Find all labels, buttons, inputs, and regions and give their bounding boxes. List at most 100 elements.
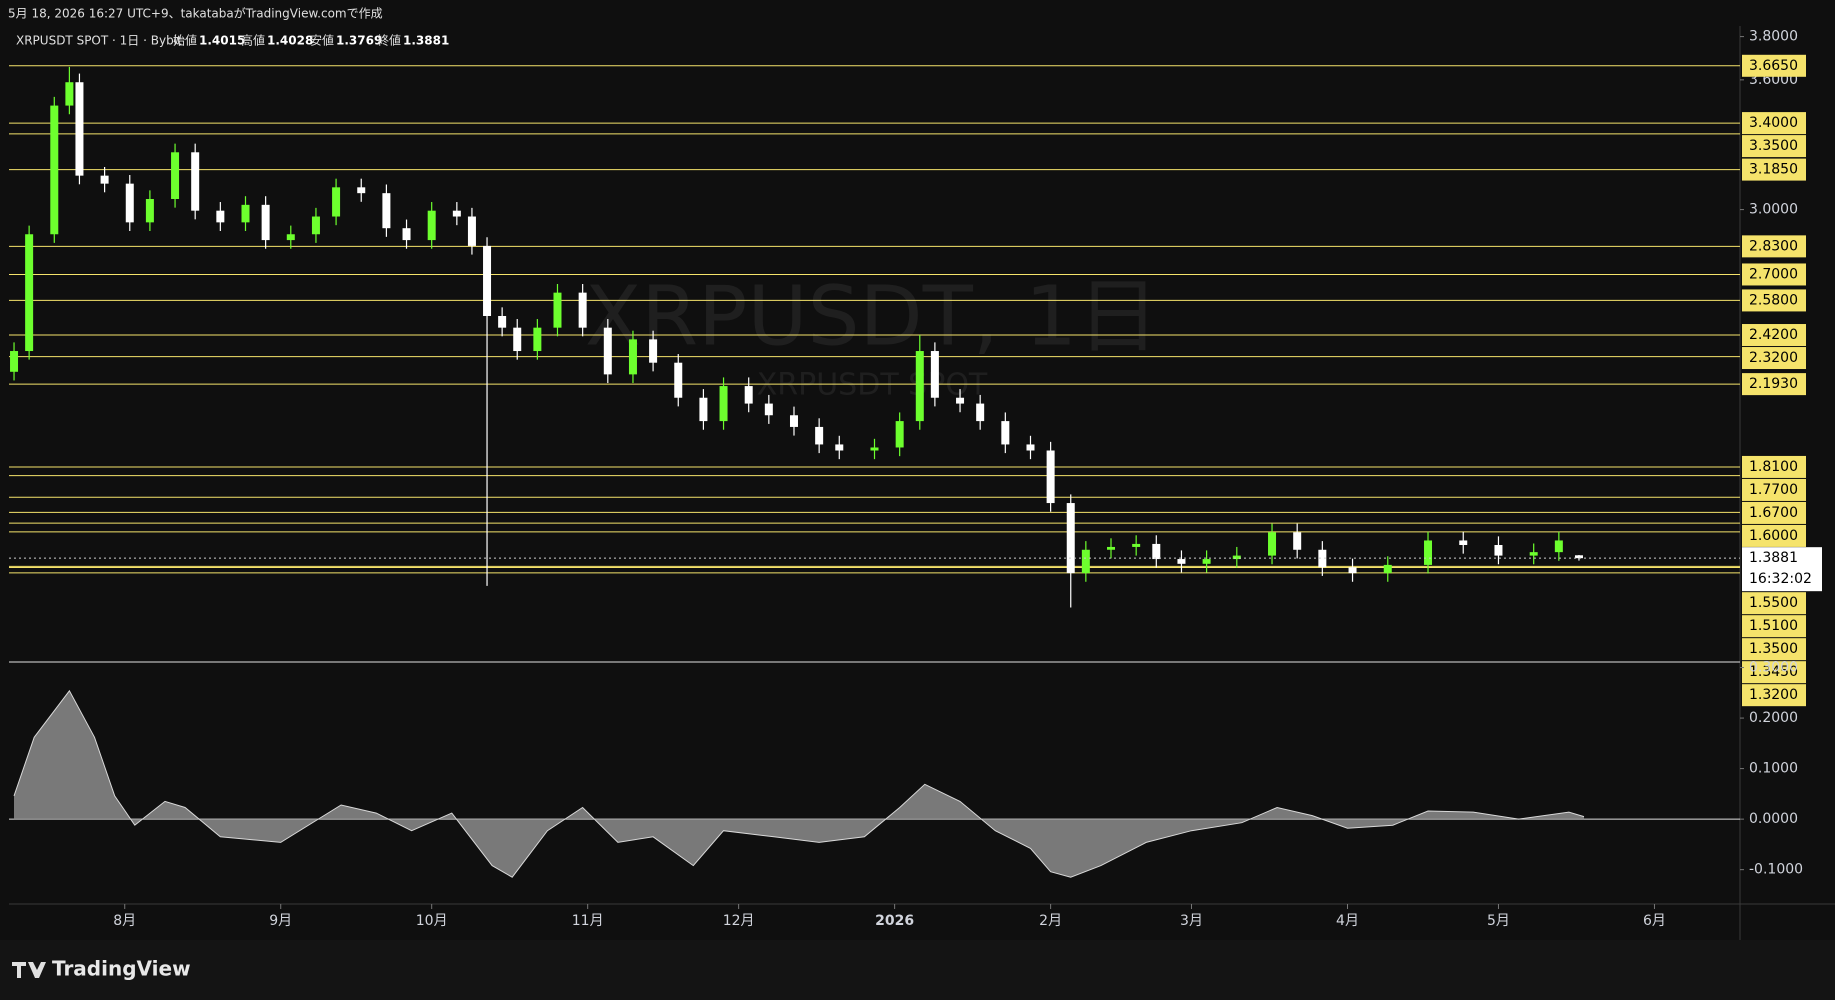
candle-body [649,339,658,363]
candle-body [1202,559,1211,564]
x-tick-label: 6月 [1643,913,1666,929]
level-label: 1.5100 [1749,618,1798,634]
candle-body [402,228,411,241]
ohlc-value: 1.4015 [199,34,245,48]
ohlc-value: 1.4028 [267,34,313,48]
x-tick-label: 11月 [572,913,604,929]
level-label-bg [1742,478,1806,501]
level-label: 1.5500 [1749,595,1798,611]
x-tick-label: 8月 [113,913,136,929]
y-tick-label: 0.3000 [1749,660,1798,676]
level-label-bg [1742,54,1806,77]
candle-body [674,362,683,398]
countdown: 16:32:02 [1749,571,1812,587]
candle-body [1348,567,1357,574]
x-tick-label: 9月 [269,913,292,929]
level-label: 1.7700 [1749,482,1798,498]
candle-body [1424,540,1433,565]
candle-body [498,315,507,328]
candle-body [1046,450,1055,504]
candle-body [1001,421,1010,445]
candle-body [578,292,587,328]
level-label-bg [1742,158,1806,181]
level-label: 2.3200 [1749,350,1798,366]
x-tick-label: 3月 [1180,913,1203,929]
candle-body [50,105,59,235]
watermark-title: XRPUSDT, 1日 [585,269,1159,364]
candle-body [1177,559,1186,564]
candle-body [467,216,476,246]
candle-body [10,351,19,372]
level-label-bg [1742,373,1806,396]
footer-band [0,940,1835,1000]
y-tick-label: -0.1000 [1749,862,1803,878]
candle-body [311,216,320,235]
candle-body [241,204,250,223]
level-label: 1.6700 [1749,505,1798,521]
ohlc-value: 1.3769 [336,34,382,48]
candle-body [125,183,134,223]
level-label-bg [1742,263,1806,286]
candle-body [835,444,844,451]
logo-icon [12,962,46,978]
candle-body [628,339,637,375]
ohlc-label: 高値 [241,33,265,48]
ohlc-label: 終値 [377,33,401,48]
candle-body [332,187,341,217]
candle-body [789,415,798,427]
level-label: 2.8300 [1749,238,1798,254]
level-label-bg [1742,592,1806,615]
candle-body [915,351,924,422]
y-tick-label: 0.2000 [1749,710,1798,726]
candle-body [1066,503,1075,574]
ohlc-label: 安値 [310,33,334,48]
candle-body [1459,540,1468,546]
candle-body [1574,555,1583,559]
candle-body [895,421,904,448]
level-label: 3.1850 [1749,162,1798,178]
x-tick-label: 10月 [416,913,448,929]
level-label: 1.6000 [1749,528,1798,544]
level-label: 1.3450 [1749,664,1798,680]
level-label: 3.3500 [1749,138,1798,154]
level-label-bg [1742,289,1806,312]
candle-body [553,292,562,328]
level-label-bg [1742,524,1806,547]
watermark-subtitle: XRPUSDT SPOT [757,368,988,403]
level-label: 2.1930 [1749,376,1798,392]
candle-body [75,82,84,176]
last-price-box [1742,547,1822,592]
candle-body [171,152,180,200]
x-tick-label: 2月 [1039,913,1062,929]
level-label: 3.4000 [1749,115,1798,131]
x-tick-label: 4月 [1336,913,1359,929]
candle-body [1293,532,1302,550]
caption: 5月 18, 2026 16:27 UTC+9、takatabaがTrading… [8,6,383,21]
level-label-bg [1742,455,1806,478]
legend: XRPUSDT SPOT · 1日 · Bybit 始値 1.4015 高値 1… [16,33,449,48]
ohlc-label: 始値 [173,33,197,48]
candle-body [699,397,708,422]
level-label-bg [1742,347,1806,370]
candle-body [1232,555,1241,560]
level-label-bg [1742,112,1806,135]
level-label-bg [1742,501,1806,524]
level-label: 1.3500 [1749,641,1798,657]
candle-body [145,199,154,223]
footer-logo: TradingView [12,957,191,981]
candle-body [1529,552,1538,556]
candle-body [427,210,436,241]
level-label: 2.7000 [1749,266,1798,282]
candle-body [870,447,879,451]
y-tick-label: 0.1000 [1749,761,1798,777]
x-tick-label: 2026 [875,913,914,929]
candle-body [191,152,200,211]
candle-body [1107,546,1116,550]
candle-body [976,403,985,422]
y-tick-label: 3.8000 [1749,29,1798,45]
candle-body [1081,549,1090,574]
